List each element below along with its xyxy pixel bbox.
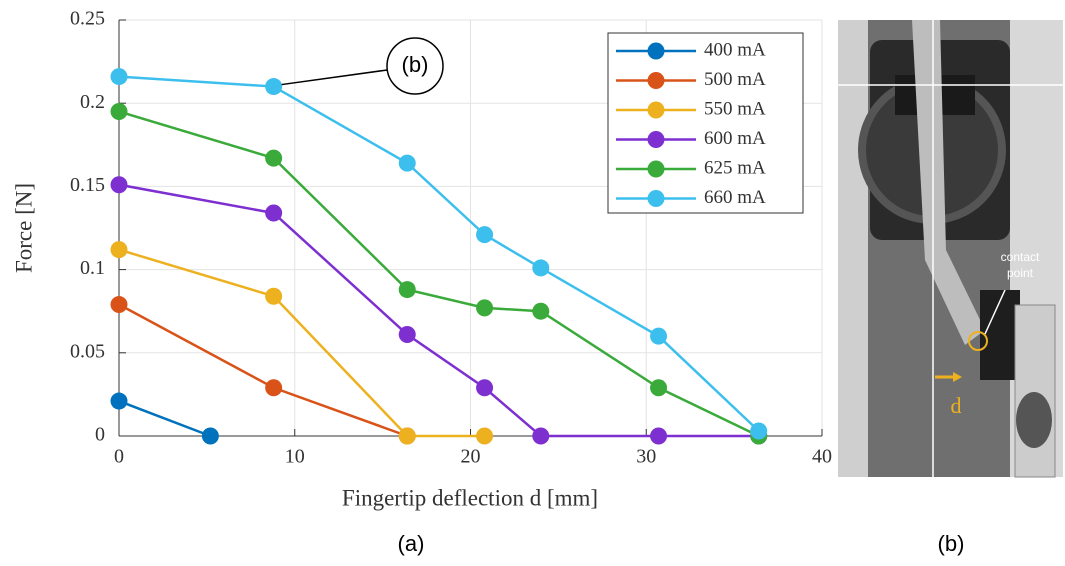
y-tick-label: 0.25 bbox=[70, 8, 105, 30]
data-point bbox=[398, 154, 416, 172]
data-point bbox=[398, 281, 416, 299]
annotation: (b) bbox=[402, 52, 429, 77]
photo: contact point d bbox=[838, 20, 1063, 478]
x-tick-label: 30 bbox=[636, 446, 656, 468]
photo-label: d bbox=[951, 393, 962, 418]
data-point bbox=[532, 427, 550, 445]
data-point bbox=[398, 427, 416, 445]
data-point bbox=[476, 299, 494, 317]
y-tick-label: 0 bbox=[95, 424, 105, 446]
data-point bbox=[650, 327, 668, 345]
legend-marker bbox=[647, 72, 665, 89]
data-point bbox=[110, 296, 128, 314]
data-point bbox=[265, 287, 283, 305]
data-point bbox=[532, 302, 550, 320]
annotation-circle bbox=[386, 37, 444, 95]
x-axis-label: Fingertip deflection d [mm] bbox=[342, 485, 598, 510]
legend-marker bbox=[647, 101, 665, 119]
legend-marker bbox=[647, 190, 665, 207]
x-tick-label: 20 bbox=[461, 446, 481, 468]
legend-label: 400 mA bbox=[704, 39, 766, 60]
contact-pointer bbox=[984, 289, 1006, 335]
data-point bbox=[750, 422, 768, 440]
photo-block bbox=[980, 290, 1020, 380]
photo-finger bbox=[912, 20, 985, 345]
data-point bbox=[265, 149, 283, 167]
y-tick-label: 0.05 bbox=[70, 340, 105, 362]
data-point bbox=[265, 204, 283, 222]
y-axis-label: Force [N] bbox=[11, 183, 36, 273]
data-point bbox=[650, 427, 668, 445]
contact-circle bbox=[968, 331, 988, 351]
data-point bbox=[201, 427, 219, 445]
photo-hole bbox=[1016, 392, 1052, 448]
x-tick-label: 10 bbox=[285, 446, 305, 468]
legend-label: 625 mA bbox=[704, 157, 766, 178]
legend-marker bbox=[647, 131, 665, 148]
data-point bbox=[476, 226, 494, 244]
annotation-pointer bbox=[281, 69, 388, 86]
caption: (b) bbox=[938, 531, 965, 556]
data-point bbox=[110, 68, 128, 86]
caption: (a) bbox=[398, 531, 425, 556]
legend-label: 660 mA bbox=[704, 187, 766, 208]
data-point bbox=[476, 379, 494, 397]
data-point bbox=[532, 259, 550, 277]
legend-label: 500 mA bbox=[704, 69, 766, 90]
y-tick-label: 0.15 bbox=[70, 174, 105, 196]
d-arrow-head bbox=[953, 372, 962, 382]
data-point bbox=[650, 379, 668, 397]
y-tick-label: 0.2 bbox=[80, 91, 105, 113]
legend-marker bbox=[647, 42, 665, 60]
x-tick-label: 0 bbox=[114, 446, 124, 468]
photo-label: point bbox=[1007, 266, 1034, 280]
series-line bbox=[118, 399, 211, 438]
legend-label: 550 mA bbox=[704, 98, 766, 119]
x-tick-label: 40 bbox=[812, 446, 832, 468]
photo-label: contact bbox=[1001, 250, 1040, 264]
data-point bbox=[110, 392, 128, 410]
photo-rail bbox=[838, 20, 868, 477]
legend-label: 600 mA bbox=[704, 128, 766, 149]
data-point bbox=[110, 241, 128, 259]
legend-box bbox=[607, 32, 804, 214]
photo-holder bbox=[1014, 304, 1056, 478]
series-line bbox=[118, 248, 485, 438]
legend-marker bbox=[647, 160, 665, 178]
data-point bbox=[398, 325, 416, 343]
data-point bbox=[265, 379, 283, 397]
data-point bbox=[265, 78, 283, 96]
data-point bbox=[476, 427, 494, 445]
y-tick-label: 0.1 bbox=[80, 257, 105, 279]
data-point bbox=[110, 103, 128, 121]
data-point bbox=[110, 176, 128, 194]
